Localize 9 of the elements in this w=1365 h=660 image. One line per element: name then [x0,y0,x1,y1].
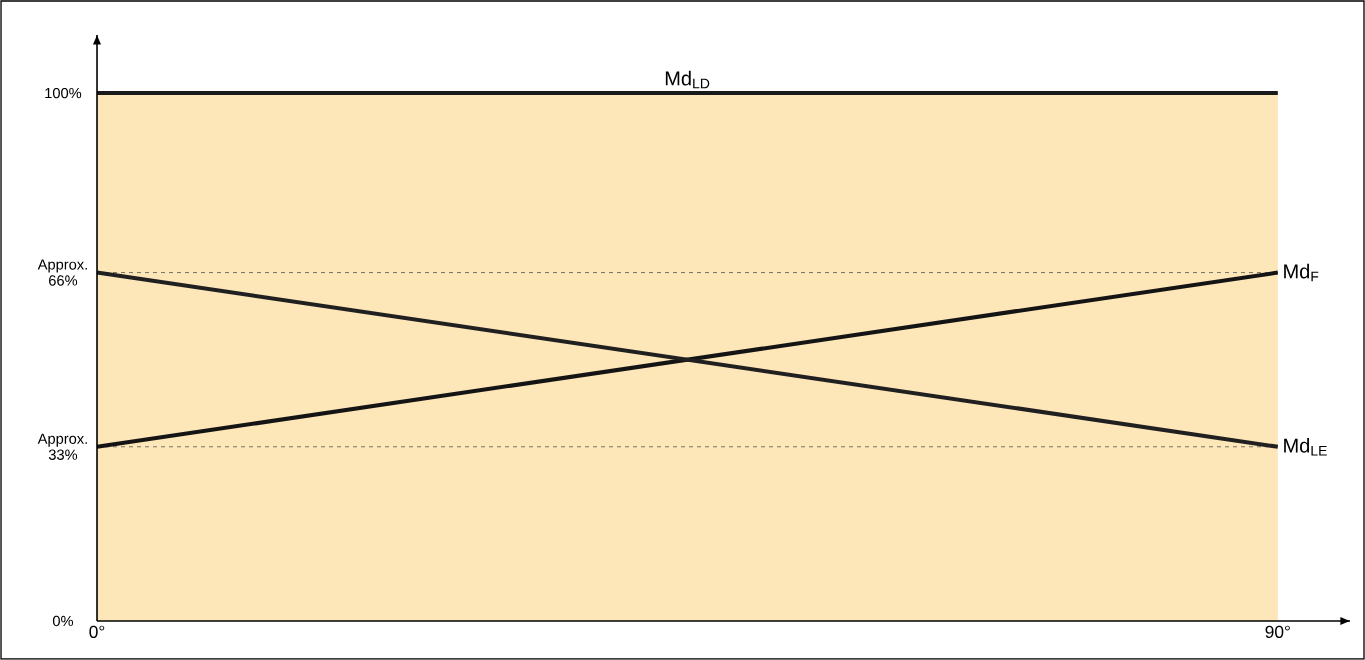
y-tick-label: 0% [52,615,74,627]
series-label: Md$_{F}$ [1284,263,1319,282]
y-tick-label: 100% [45,87,82,99]
y-tick-label: Approx. 66% [37,259,87,286]
series-label: Md$_{LD}$ [665,70,710,89]
x-tick-label: 0° [89,625,105,638]
x-tick-label: 90° [1265,625,1290,638]
series-label: Md$_{LE}$ [1284,438,1327,456]
y-tick-label: Approx. 33% [37,433,87,460]
